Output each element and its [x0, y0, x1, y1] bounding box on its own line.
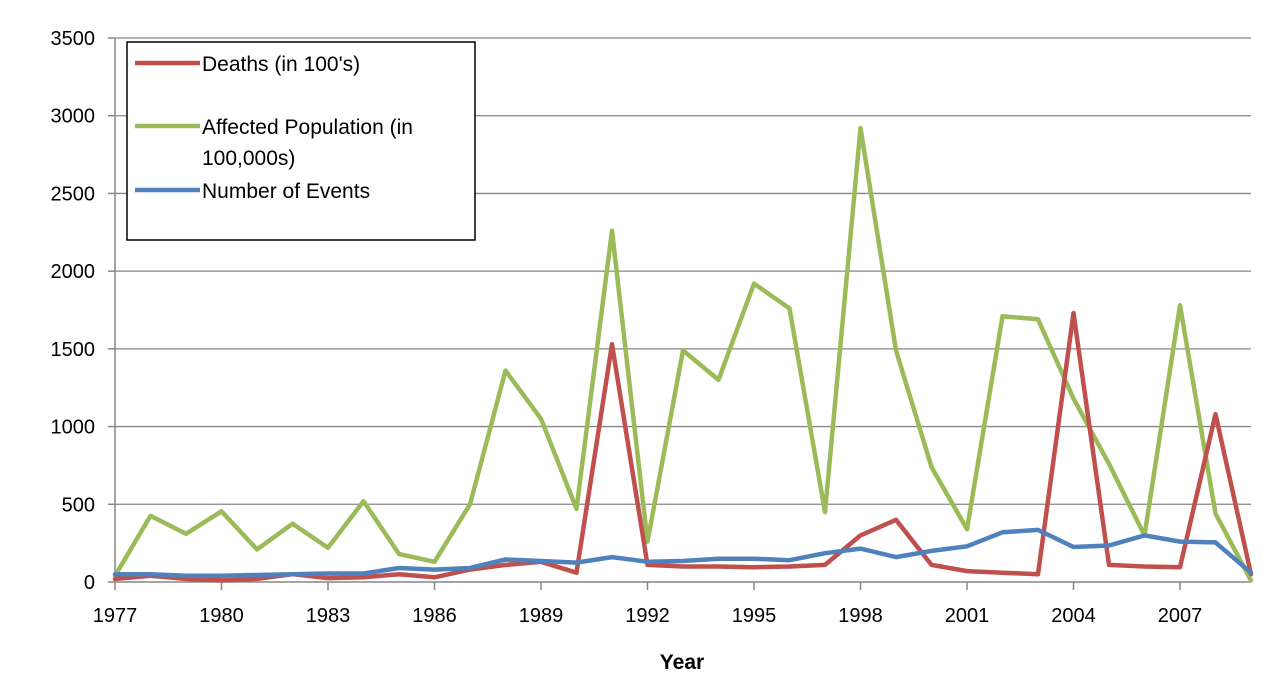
- x-tick-label: 1989: [519, 605, 564, 627]
- y-tick-label: 3000: [51, 106, 96, 128]
- legend: Deaths (in 100's) Affected Population (in…: [126, 41, 476, 241]
- series-lines: [112, 125, 1254, 583]
- x-tick-label: 2001: [945, 605, 990, 627]
- x-tick-label: 1977: [93, 605, 138, 627]
- y-tick-label: 2500: [51, 183, 96, 205]
- x-tick-label: 1980: [199, 605, 244, 627]
- axes: 0 500 1000 1500 2000 2500 3000 3500 1977 1980 1983…: [51, 28, 1251, 627]
- x-tick-label: 1995: [732, 605, 777, 627]
- y-tick-label: 2000: [51, 261, 96, 283]
- series-line-1: [112, 125, 1254, 583]
- x-tick-label: 2007: [1158, 605, 1203, 627]
- legend-label-2: Number of Events: [202, 180, 370, 203]
- x-tick-label: 1998: [838, 605, 883, 627]
- x-tick-label: 1983: [306, 605, 351, 627]
- legend-label-0: Deaths (in 100's): [202, 53, 360, 76]
- x-axis-title: Year: [660, 651, 704, 674]
- y-tick-label: 1000: [51, 417, 96, 439]
- x-tick-label: 1986: [412, 605, 457, 627]
- series-line-2: [112, 527, 1254, 579]
- y-tick-label: 0: [84, 572, 95, 594]
- legend-label-affected-population: Affected Population (in 100,000s): [202, 116, 413, 170]
- x-tick-label: 1992: [625, 605, 670, 627]
- legend-box: [126, 41, 476, 241]
- y-tick-label: 500: [62, 494, 95, 516]
- y-tick-label: 3500: [51, 28, 96, 50]
- x-tick-label: 2004: [1051, 605, 1096, 627]
- y-tick-label: 1500: [51, 339, 96, 361]
